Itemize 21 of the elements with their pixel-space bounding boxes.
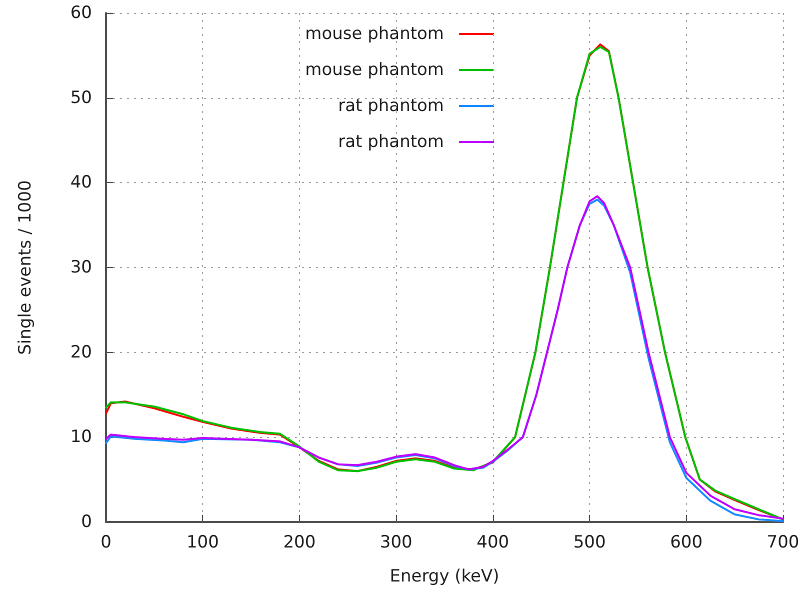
y-tick-label: 50 — [70, 88, 92, 108]
x-tick-label: 700 — [766, 532, 800, 552]
y-tick-label: 60 — [70, 3, 92, 23]
legend-label: mouse phantom — [305, 60, 444, 80]
y-tick-label: 20 — [70, 342, 92, 362]
legend-label: mouse phantom — [305, 24, 444, 44]
x-tick-label: 300 — [380, 532, 412, 552]
x-axis-title: Energy (keV) — [390, 566, 500, 586]
x-tick-label: 100 — [186, 532, 219, 552]
legend-label: rat phantom — [338, 132, 444, 152]
x-tick-label: 600 — [670, 532, 703, 552]
y-tick-label: 0 — [81, 512, 92, 532]
y-tick-label: 30 — [70, 258, 92, 278]
x-tick-label: 200 — [283, 532, 316, 552]
x-tick-label: 400 — [476, 532, 510, 552]
x-tick-label: 500 — [573, 532, 606, 552]
y-axis-title: Single events / 1000 — [16, 180, 36, 355]
y-tick-label: 10 — [70, 427, 92, 448]
x-tick-label: 0 — [100, 532, 112, 552]
legend-label: rat phantom — [338, 96, 444, 116]
y-tick-label: 40 — [70, 172, 92, 193]
